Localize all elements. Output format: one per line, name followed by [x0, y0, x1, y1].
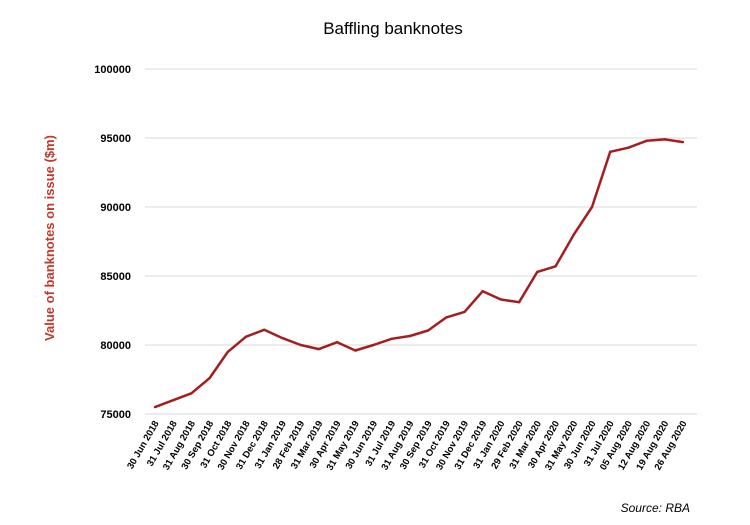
data-point	[481, 289, 484, 293]
data-point	[153, 405, 157, 409]
chart-title: Baffling banknotes	[323, 19, 463, 38]
data-point	[408, 334, 412, 338]
data-point	[426, 329, 430, 332]
y-axis-label: Value of banknotes on issue ($m)	[42, 135, 57, 341]
data-point	[208, 376, 211, 380]
data-point	[554, 265, 557, 268]
data-point	[572, 233, 575, 236]
data-point	[244, 335, 248, 338]
data-point	[390, 337, 393, 340]
data-point	[681, 140, 685, 144]
y-tick-label: 100000	[94, 64, 131, 76]
data-point	[299, 343, 302, 347]
y-tick-label: 75000	[100, 409, 131, 421]
data-point	[499, 298, 503, 301]
y-tick-label: 80000	[100, 340, 131, 352]
data-point	[627, 146, 630, 149]
data-point	[281, 336, 284, 340]
data-point	[190, 392, 193, 395]
data-point	[663, 138, 666, 141]
data-point	[608, 150, 612, 153]
data-point	[517, 301, 521, 304]
data-point	[263, 328, 266, 332]
y-tick-label: 95000	[100, 133, 131, 145]
gridlines	[145, 68, 697, 415]
data-point	[226, 350, 230, 354]
data-point	[536, 270, 539, 274]
data-point	[172, 399, 175, 402]
data-point	[590, 205, 594, 209]
data-point	[645, 139, 648, 142]
data-point	[317, 347, 321, 351]
series-layer	[153, 138, 685, 409]
y-tick-label: 85000	[100, 271, 131, 283]
series-line	[154, 138, 684, 409]
data-point	[463, 310, 466, 314]
y-tick-label: 90000	[100, 202, 131, 214]
source-note: Source: RBA	[621, 501, 690, 515]
data-point	[335, 341, 339, 344]
data-point	[445, 316, 448, 319]
y-axis-ticks: 100000 95000 90000 85000 80000 75000	[94, 64, 131, 421]
data-point	[354, 349, 357, 352]
data-point	[372, 343, 375, 347]
